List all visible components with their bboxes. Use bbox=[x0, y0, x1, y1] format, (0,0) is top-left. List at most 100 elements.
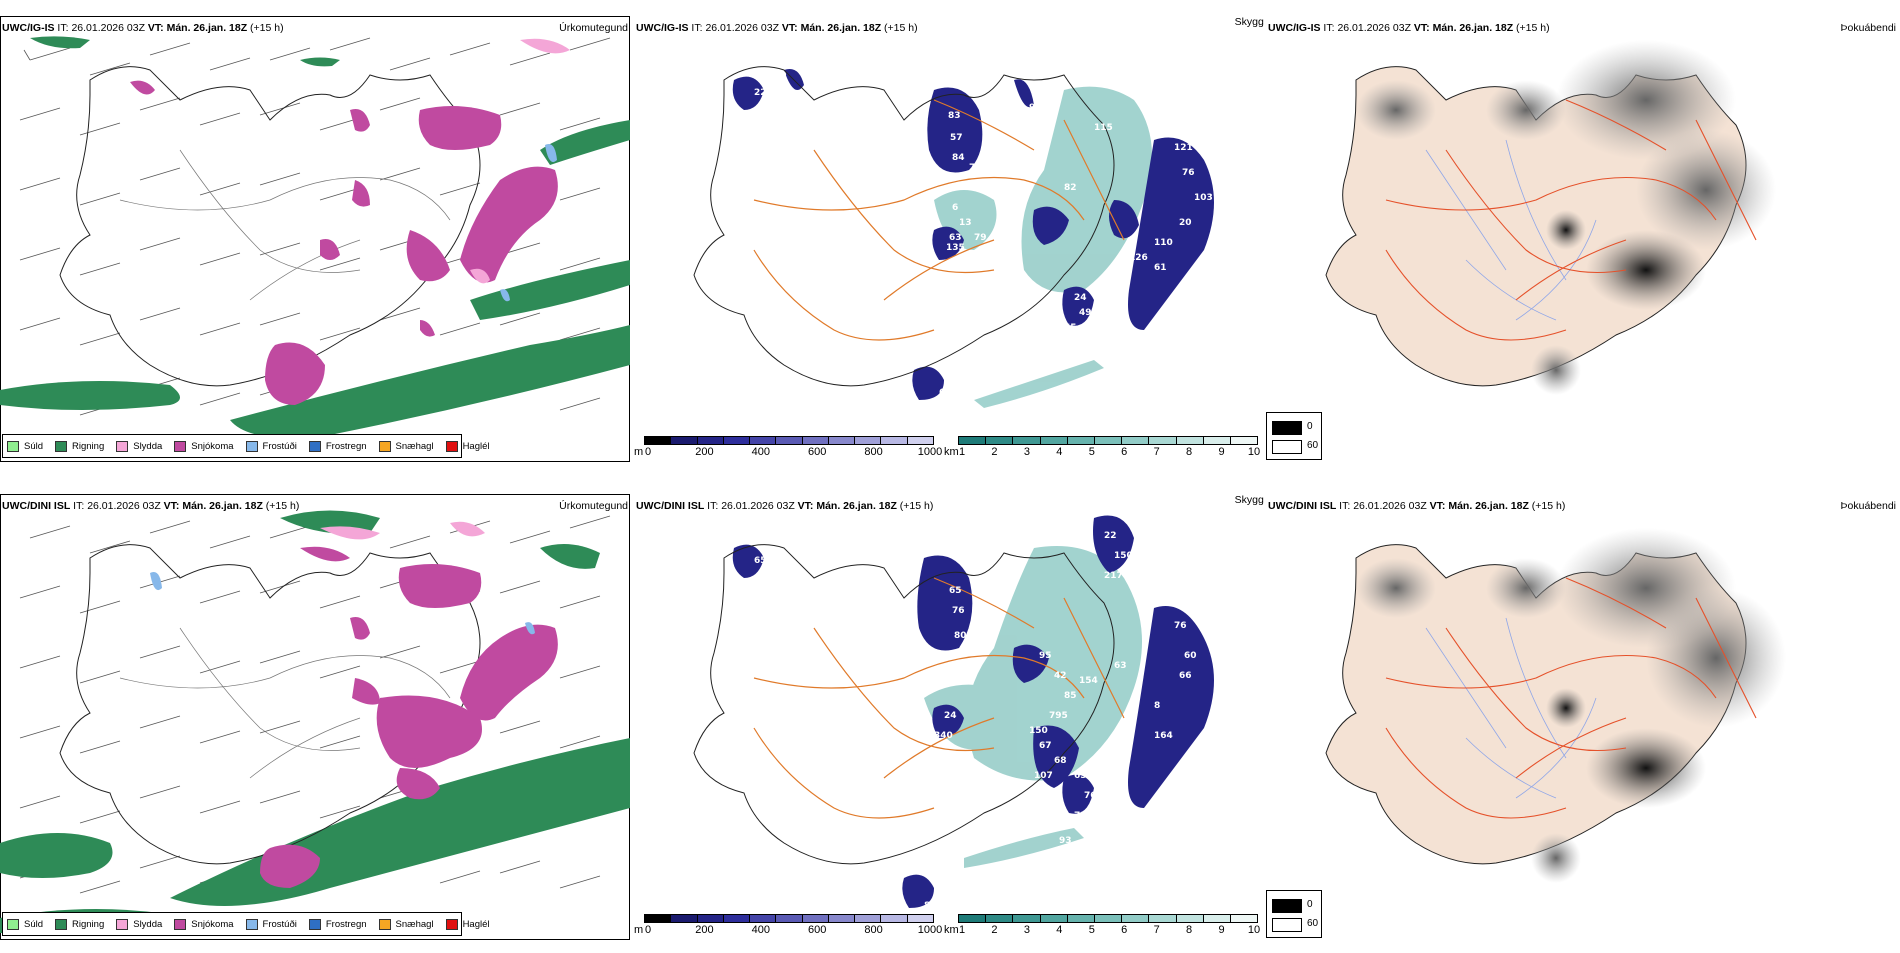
legend-item-7: Haglél bbox=[445, 918, 490, 930]
roads-top bbox=[119, 149, 451, 301]
cloudbase-label: 6 bbox=[952, 203, 958, 213]
cloudbase-label: 70 bbox=[774, 71, 787, 81]
cloudbase-label: 121 bbox=[1174, 143, 1193, 153]
legend-item-6: Snæhagl bbox=[378, 440, 434, 452]
fog-label-0: 0 bbox=[1307, 421, 1313, 432]
precip-freezing-drizzle bbox=[500, 144, 557, 302]
legend-label: Frostregn bbox=[325, 918, 367, 930]
iceland-outline-vis-top bbox=[693, 66, 1115, 387]
colorbar-tick: 0 bbox=[644, 924, 652, 936]
cloudbase-label: 150 bbox=[1029, 726, 1048, 736]
legend-label: Slydda bbox=[133, 918, 163, 930]
cloudbase-label: 217 bbox=[1104, 571, 1123, 581]
legend-swatch bbox=[116, 440, 129, 452]
cloudbase-label: 185 bbox=[934, 283, 953, 293]
cloudbase-label: 85 bbox=[1064, 691, 1077, 701]
legend-label: Frostregn bbox=[325, 440, 367, 452]
legend-label: Snæhagl bbox=[395, 918, 434, 930]
colorbar-tick: 6 bbox=[1121, 924, 1128, 936]
roads-fog-top bbox=[1385, 99, 1757, 341]
colorbar-tick: 200 bbox=[695, 924, 714, 936]
legend-item-0: Súld bbox=[7, 918, 43, 930]
cloudbase-label: 608 bbox=[939, 388, 958, 398]
cloudbase-label: 55 bbox=[964, 253, 977, 263]
legend-swatch bbox=[308, 440, 321, 452]
cloudbase-label: 63 bbox=[934, 403, 947, 413]
panel-fog-top: UWC/IG-IS IT: 26.01.2026 03Z VT: Mán. 26… bbox=[1266, 0, 1900, 470]
cloudbase-label: 58 bbox=[1114, 273, 1127, 283]
fog-label-60: 60 bbox=[1307, 918, 1319, 929]
legend-label: Slydda bbox=[133, 440, 163, 452]
row-dini-isl: UWC/DINI ISL IT: 26.01.2026 03Z VT: Mán.… bbox=[0, 478, 1900, 953]
legend-item-5: Frostregn bbox=[308, 440, 367, 452]
cloudbase-label: 88 bbox=[964, 646, 977, 656]
colorbar-tick: 10 bbox=[1247, 924, 1261, 936]
legend-swatch bbox=[378, 440, 391, 452]
cloudbase-label: 63 bbox=[1114, 661, 1127, 671]
colorbar-tick: 3 bbox=[1023, 924, 1030, 936]
cloudbase-label: 16 bbox=[1104, 293, 1117, 303]
colorbar-tick: 800 bbox=[864, 924, 883, 936]
cloudbase-areas bbox=[732, 515, 1214, 908]
fog-map-top[interactable] bbox=[1266, 0, 1900, 470]
colorbar-tick: 200 bbox=[695, 446, 714, 458]
cloudbase-label: 79 bbox=[974, 233, 987, 243]
map-frame bbox=[0, 494, 630, 940]
fog-swatch-60 bbox=[1272, 918, 1302, 932]
colorbar-tick: 6 bbox=[1121, 446, 1128, 458]
cloudbase-label: 63 bbox=[949, 233, 962, 243]
map-frame bbox=[0, 16, 630, 462]
legend-swatch bbox=[378, 918, 391, 930]
colorbar-tick: 1000 bbox=[917, 446, 943, 458]
cloudbase-label: 115 bbox=[1094, 123, 1113, 133]
colorbar-tick: 5 bbox=[1088, 924, 1095, 936]
roads-fog-bottom bbox=[1385, 577, 1757, 819]
fog-swatch-0 bbox=[1272, 421, 1302, 435]
panel-fog-bottom: UWC/DINI ISL IT: 26.01.2026 03Z VT: Mán.… bbox=[1266, 478, 1900, 948]
cloudbase-label: 150 bbox=[1049, 338, 1068, 348]
precip-rain-areas bbox=[0, 36, 630, 438]
legend-item-3: Snjókoma bbox=[174, 918, 234, 930]
fog-map-bottom[interactable] bbox=[1266, 478, 1900, 948]
cloudbase-label: 208 bbox=[1129, 581, 1148, 591]
precip-legend: Súld Rigning Slydda Snjókoma Frostúði Frostre… bbox=[2, 912, 490, 936]
cloudbase-label: 65 bbox=[949, 586, 962, 596]
legend-item-7: Haglél bbox=[445, 440, 490, 452]
panel-title: UWC/DINI ISL IT: 26.01.2026 03Z VT: Mán.… bbox=[2, 500, 300, 512]
legend-item-1: Rigning bbox=[55, 440, 104, 452]
iceland-outline-top bbox=[59, 66, 481, 387]
panel-visibility-bottom: 65 36 65 76 80 88 22 150 217 208 76 95 42 154 85 795 24 1… bbox=[634, 478, 1264, 948]
cloudbase-label: 24 bbox=[1074, 293, 1087, 303]
precip-snow-areas bbox=[260, 546, 558, 888]
colorbar-unit: m bbox=[634, 446, 644, 458]
legend-item-6: Snæhagl bbox=[378, 918, 434, 930]
visibility-colorbar: km 1 2 3 4 5 6 7 8 9 10 bbox=[944, 436, 1264, 464]
legend-item-0: Súld bbox=[7, 440, 43, 452]
precip-snow-areas bbox=[130, 80, 558, 405]
legend-item-4: Frostúði bbox=[245, 440, 297, 452]
visibility-map-top[interactable]: 2270578384735161313547799882115121761032… bbox=[634, 0, 1264, 470]
cloudbase-label: 93 bbox=[1059, 836, 1072, 846]
legend-swatch bbox=[174, 918, 187, 930]
cloudbase-label: 76 bbox=[1174, 621, 1187, 631]
legend-swatch bbox=[245, 440, 258, 452]
fog-shading bbox=[1356, 528, 1786, 883]
legend-swatch bbox=[445, 440, 458, 452]
colorbar-tick: 1 bbox=[958, 446, 966, 458]
colorbar-tick: 8 bbox=[1186, 446, 1193, 458]
colorbar-tick: 9 bbox=[1218, 446, 1225, 458]
legend-swatch bbox=[55, 440, 68, 452]
colorbar-tick: 2 bbox=[991, 446, 998, 458]
cloudbase-label: 20 bbox=[1179, 218, 1192, 228]
colorbar-tick: 8 bbox=[1186, 924, 1193, 936]
colorbar-tick: 600 bbox=[808, 924, 827, 936]
colorbar-strip bbox=[644, 436, 934, 445]
cloudbase-label: 60 bbox=[1184, 651, 1197, 661]
legend-label: Snæhagl bbox=[395, 440, 434, 452]
panel-variable-label: Úrkomutegund bbox=[559, 500, 628, 512]
panel-variable-label: Skyggni bbox=[1234, 16, 1264, 28]
precip-map-top[interactable] bbox=[0, 0, 632, 470]
legend-swatch bbox=[245, 918, 258, 930]
precip-map-bottom[interactable] bbox=[0, 478, 632, 948]
